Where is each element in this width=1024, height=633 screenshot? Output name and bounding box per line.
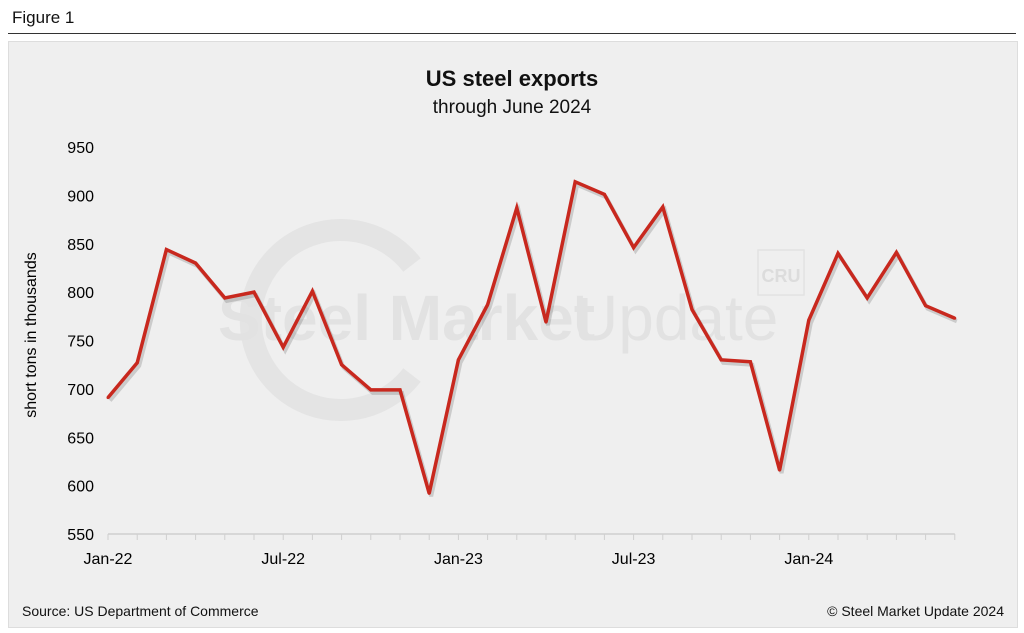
data-point	[106, 396, 110, 400]
y-tick-label: 950	[67, 140, 94, 157]
header-divider	[8, 33, 1016, 34]
y-axis: 550 600 650 700 750 800 850 900 950	[67, 140, 94, 544]
y-axis-label: short tons in thousands	[23, 252, 40, 417]
data-point	[632, 246, 636, 250]
data-point	[135, 361, 139, 365]
data-point	[281, 345, 285, 349]
data-point	[398, 388, 402, 392]
watermark-arc	[239, 219, 421, 421]
data-point	[544, 320, 548, 324]
y-tick-label: 600	[67, 479, 94, 496]
x-tick-label: Jan-22	[84, 551, 133, 568]
x-tick-label: Jan-23	[434, 551, 483, 568]
data-point	[807, 318, 811, 322]
y-tick-label: 850	[67, 237, 94, 254]
y-tick-label: 800	[67, 285, 94, 302]
x-axis: Jan-22 Jul-22 Jan-23 Jul-23 Jan-24	[84, 533, 956, 568]
data-point	[194, 261, 198, 265]
cru-badge-text: CRU	[762, 266, 801, 286]
data-point	[573, 180, 577, 184]
source-note: Source: US Department of Commerce	[22, 603, 259, 619]
data-point	[924, 304, 928, 308]
y-tick-label: 750	[67, 334, 94, 351]
y-tick-label: 900	[67, 188, 94, 205]
data-point	[427, 491, 431, 495]
data-point	[894, 250, 898, 254]
data-point	[515, 206, 519, 210]
data-point	[953, 316, 957, 320]
y-tick-label: 650	[67, 430, 94, 447]
y-tick-label: 700	[67, 382, 94, 399]
x-tick-label: Jul-22	[261, 551, 305, 568]
chart-subtitle: through June 2024	[432, 97, 592, 118]
chart-title: US steel exports	[425, 66, 599, 91]
chart-panel	[8, 41, 1018, 628]
data-point	[602, 192, 606, 196]
data-point	[719, 358, 723, 362]
data-point	[456, 358, 460, 362]
data-point	[340, 363, 344, 367]
data-point	[690, 308, 694, 312]
data-point	[369, 388, 373, 392]
data-point	[865, 296, 869, 300]
copyright-note: © Steel Market Update 2024	[827, 603, 1004, 619]
figure-label: Figure 1	[12, 8, 75, 27]
data-point	[486, 303, 490, 307]
series	[106, 179, 958, 497]
data-point	[310, 289, 314, 293]
data-point	[836, 251, 840, 255]
data-point	[223, 296, 227, 300]
watermark-logo: Steel Market Update CRU	[218, 219, 805, 421]
data-point	[164, 248, 168, 252]
series-line	[106, 179, 956, 494]
data-point	[748, 360, 752, 364]
data-point	[778, 468, 782, 472]
data-point	[252, 290, 256, 294]
x-tick-label: Jan-24	[784, 551, 833, 568]
data-point	[661, 205, 665, 209]
watermark-text-light: Update	[572, 282, 778, 354]
x-tick-label: Jul-23	[612, 551, 656, 568]
cru-badge	[757, 249, 805, 296]
y-tick-label: 550	[67, 527, 94, 544]
